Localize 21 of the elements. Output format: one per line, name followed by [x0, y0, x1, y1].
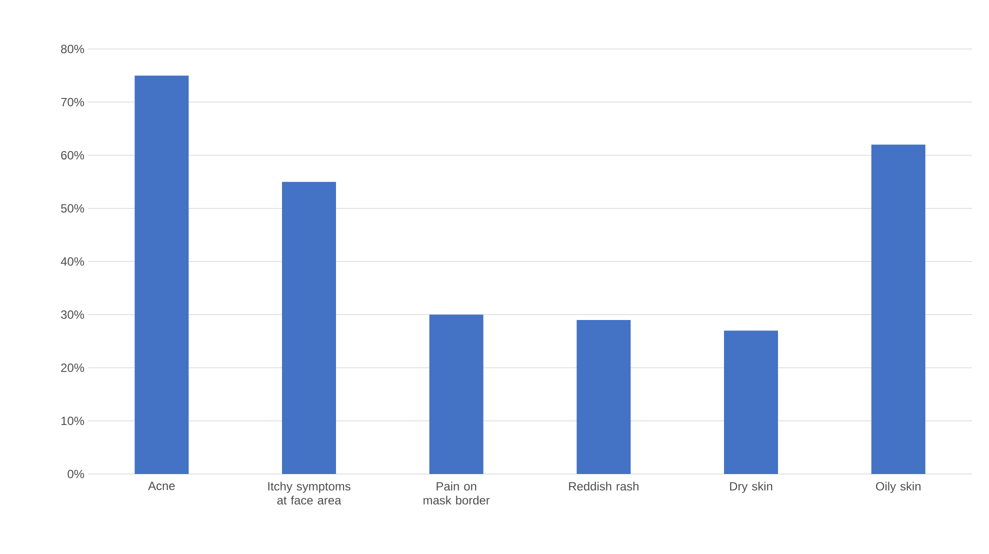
bar — [134, 76, 189, 474]
bar — [429, 314, 484, 474]
x-tick-label: Oily skin — [876, 482, 920, 493]
x-tick-label: Reddish rash — [569, 482, 638, 491]
x-tick-label: Dry skin — [730, 482, 772, 493]
bar — [282, 182, 336, 474]
y-tick-label: 70% — [61, 98, 84, 106]
bar — [871, 144, 926, 474]
y-tick-label: 60% — [61, 151, 84, 160]
y-tick-label: 20% — [61, 364, 84, 372]
x-tick-label: Acne — [148, 482, 175, 490]
y-tick-label: 0% — [68, 470, 84, 478]
bar — [576, 320, 631, 474]
bar — [724, 330, 778, 474]
y-tick-label: 10% — [61, 416, 84, 426]
y-tick-label: 80% — [61, 44, 84, 54]
x-tick-label: Itchy symptoms at face area — [268, 482, 350, 504]
y-tick-label: 50% — [61, 204, 84, 213]
y-tick-label: 30% — [61, 310, 84, 319]
x-tick-label: Pain on mask border — [424, 482, 490, 504]
y-tick-label: 40% — [60, 257, 84, 266]
